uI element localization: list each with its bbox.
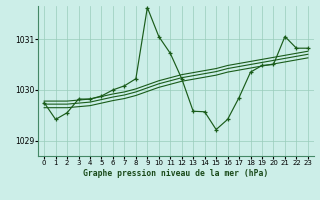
X-axis label: Graphe pression niveau de la mer (hPa): Graphe pression niveau de la mer (hPa) [84,169,268,178]
